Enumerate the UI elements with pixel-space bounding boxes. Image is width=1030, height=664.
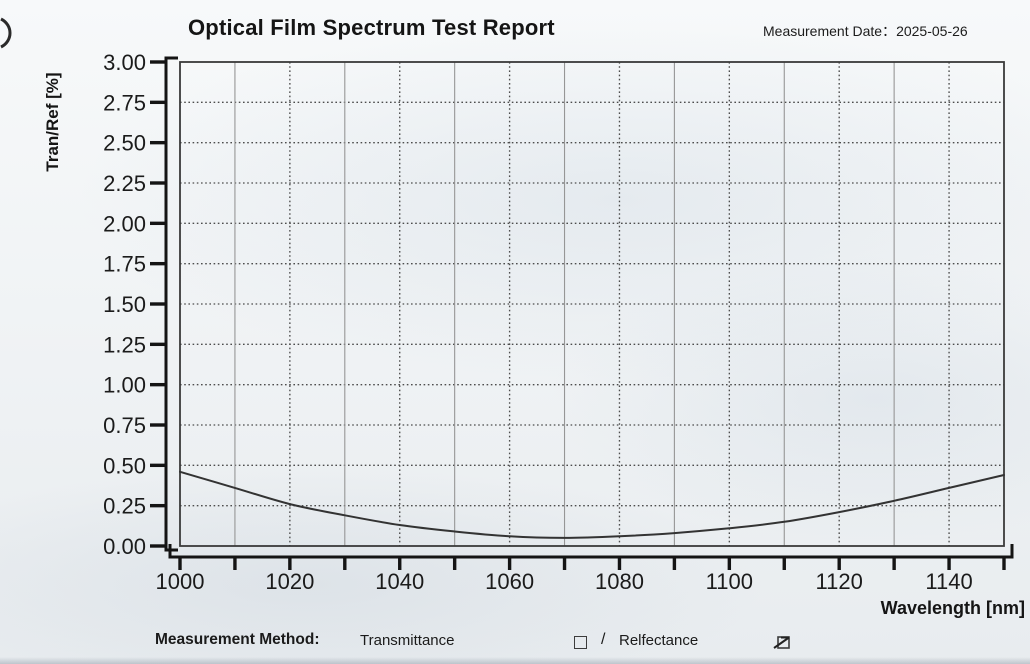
transmittance-label: Transmittance — [360, 632, 455, 649]
y-tick-label: 1.75 — [103, 252, 146, 277]
measurement-method-label: Measurement Method: — [155, 631, 320, 648]
y-tick-label: 2.00 — [103, 211, 146, 236]
spectrum-curve — [179, 470, 1005, 539]
plot-border — [179, 61, 1005, 547]
x-tick-label: 1140 — [925, 569, 972, 594]
scan-shadow-bottom — [0, 657, 1030, 664]
y-tick-label: 0.00 — [103, 534, 146, 559]
x-tick-label: 1040 — [375, 569, 424, 594]
x-axis-spine — [168, 544, 1014, 559]
transmittance-checkbox-icon — [574, 636, 587, 649]
x-tick-label: 1000 — [156, 569, 205, 594]
reflectance-label: Relfectance — [619, 632, 699, 649]
measurement-date: Measurement Date：2025-05-26 — [763, 21, 1025, 41]
chart-grid — [180, 62, 1004, 546]
method-separator: / — [601, 631, 606, 648]
y-tick-label: 1.00 — [103, 373, 146, 398]
y-tick-label: 0.50 — [103, 453, 146, 478]
reflectance-checkbox-icon — [773, 636, 790, 649]
y-tick-label: 2.50 — [103, 131, 146, 156]
x-tick-label: 1060 — [485, 569, 534, 594]
y-tick-label: 3.00 — [103, 50, 146, 75]
y-tick-label: 2.75 — [103, 90, 146, 115]
y-tick-label: 0.25 — [103, 494, 146, 519]
measurement-date-value: 2025-05-26 — [896, 23, 968, 39]
chart-axes — [150, 56, 1014, 570]
y-tick-label: 1.50 — [103, 292, 146, 317]
scan-artifact-mark — [0, 17, 12, 49]
y-axis-spine — [164, 56, 178, 552]
x-tick-label: 1080 — [595, 569, 644, 594]
x-tick-label: 1100 — [706, 569, 753, 594]
x-tick-label: 1120 — [816, 569, 863, 594]
y-tick-label: 0.75 — [103, 413, 146, 438]
y-tick-label: 2.25 — [103, 171, 146, 196]
axis-tick-labels: 0.00 0.25 0.50 0.75 1.00 1.25 1.50 1.75 2.00 2.25… — [103, 50, 973, 594]
y-tick-label: 1.25 — [103, 332, 146, 357]
x-tick-label: 1020 — [265, 569, 314, 594]
page-title: Optical Film Spectrum Test Report — [188, 15, 555, 40]
x-axis-title: Wavelength [nm] — [880, 598, 1025, 618]
measurement-date-label: Measurement Date： — [763, 23, 897, 39]
measurement-method-row: Measurement Method: Transmittance / Relf… — [0, 629, 1030, 655]
